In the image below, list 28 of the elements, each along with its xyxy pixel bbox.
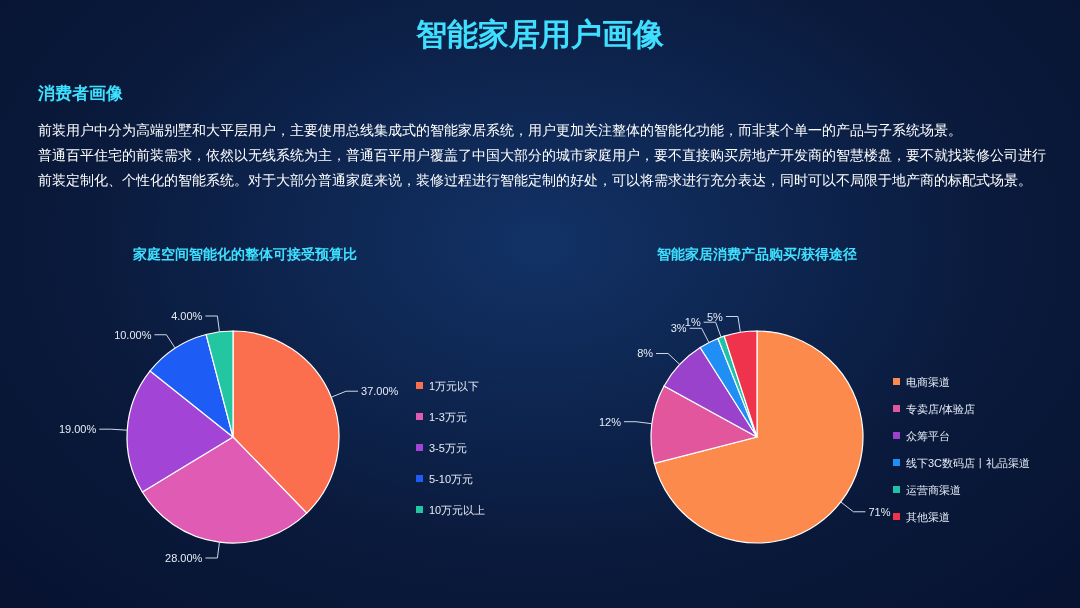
data-label: 3% (670, 322, 687, 335)
legend-label: 5-10万元 (429, 473, 474, 485)
legend-label: 线下3C数码店丨礼品渠道 (906, 457, 1031, 469)
data-label: 10.00% (114, 328, 152, 341)
text: 前装用户中分为高端别墅和大平层用户，主要使用总线集成式的智能家居系统，用户更加关注整体的智能化功能，而非某个单一的产品与子系统场景。 (38, 122, 963, 140)
legend-label: 3-5万元 (429, 442, 467, 454)
data-label: 71% (868, 505, 891, 518)
pie-slice (653, 330, 864, 544)
data-label: 8% (637, 347, 654, 360)
data-label: 28.00% (165, 552, 203, 564)
legend-label: 运营商渠道 (906, 484, 961, 496)
legend-label: 专卖店/体验店 (906, 403, 976, 415)
data-label: 12% (598, 415, 622, 428)
data-label: 19.00% (58, 423, 97, 436)
legend-label: 10万元以上 (429, 504, 486, 516)
text: 普通百平住宅的前装需求，依然以无线系统为主，普通百平用户覆盖了中国大部分的城市家庭用户，要不直接购买房地产开发商的智慧楼盘，要不就找装修公司进行前装定制化、个性化的智能系统。对于大部分普通家庭来说，装修过程进行智能定制的好处，可以将需求进行充分表达，同时可以不局限于地产商的标配式场景。 (38, 147, 1047, 190)
chart-title: 家庭空间智能化的整体可接受预算比 (132, 246, 357, 262)
legend-label: 其他渠道 (906, 511, 950, 523)
legend-label: 1-3万元 (429, 411, 467, 423)
text: 智能家居用户画像 (415, 16, 665, 54)
data-label: 4.00% (171, 310, 203, 322)
text: 消费者画像 (38, 83, 123, 105)
legend-label: 众筹平台 (906, 430, 950, 442)
legend-label: 1万元以下 (429, 380, 480, 392)
chart-title: 智能家居消费产品购买/获得途径 (656, 246, 857, 262)
data-label: 37.00% (361, 385, 399, 398)
legend-label: 电商渠道 (906, 376, 950, 388)
data-label: 5% (707, 310, 724, 323)
